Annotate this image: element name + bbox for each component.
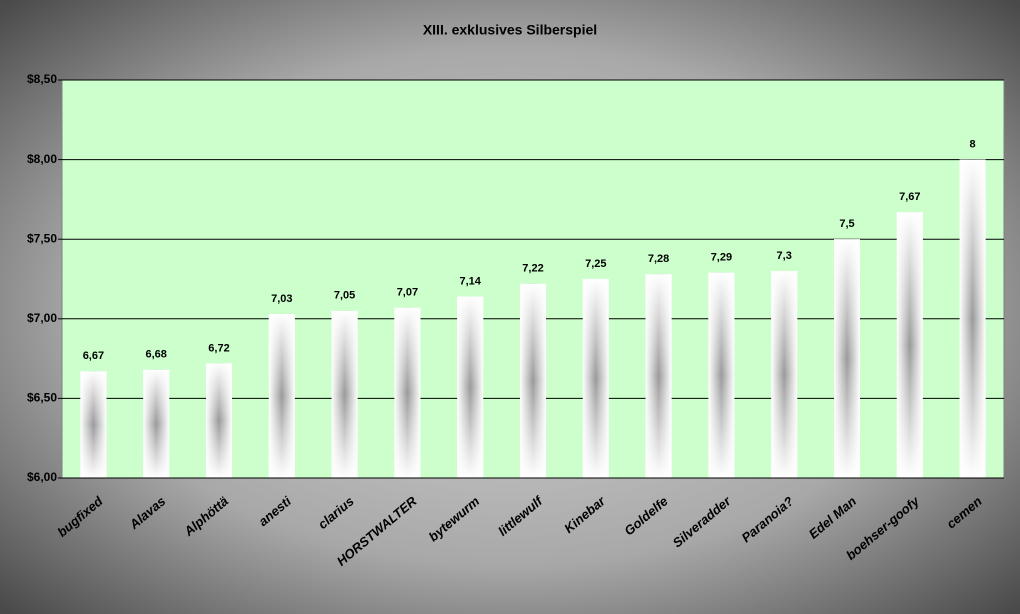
bar-highlight bbox=[206, 363, 232, 478]
value-label: 6,67 bbox=[83, 350, 104, 362]
bar-highlight bbox=[331, 310, 358, 478]
value-label: 7,14 bbox=[459, 275, 481, 287]
y-tick-label: $8,00 bbox=[27, 152, 57, 166]
value-label: 7,07 bbox=[397, 287, 418, 299]
value-label: 7,05 bbox=[334, 290, 355, 302]
value-label: 7,5 bbox=[839, 218, 854, 230]
y-tick-label: $6,00 bbox=[27, 470, 57, 484]
bar-highlight bbox=[708, 272, 735, 478]
bar-highlight bbox=[582, 279, 609, 478]
y-tick-label: $7,00 bbox=[27, 311, 57, 325]
value-label: 7,03 bbox=[271, 293, 292, 305]
value-label: 6,68 bbox=[145, 349, 166, 361]
bar-highlight bbox=[143, 369, 170, 478]
bar-highlight bbox=[959, 159, 986, 478]
value-label: 7,22 bbox=[522, 263, 543, 275]
value-label: 7,29 bbox=[711, 252, 732, 264]
value-label: 6,72 bbox=[208, 342, 229, 354]
bar-highlight bbox=[771, 271, 798, 478]
y-tick-label: $8,50 bbox=[27, 72, 57, 86]
y-tick-label: $7,50 bbox=[27, 231, 57, 245]
value-label: 8 bbox=[970, 139, 976, 151]
value-label: 7,28 bbox=[648, 253, 669, 265]
bar-highlight bbox=[645, 274, 672, 478]
bar-highlight bbox=[268, 314, 295, 478]
bar-highlight bbox=[394, 307, 421, 478]
chart-title: XIII. exklusives Silberspiel bbox=[423, 22, 597, 38]
bar-highlight bbox=[520, 283, 546, 478]
value-label: 7,3 bbox=[777, 250, 792, 262]
bar-highlight bbox=[457, 296, 484, 478]
bar-highlight bbox=[834, 239, 860, 478]
value-label: 7,25 bbox=[585, 258, 606, 270]
bar-highlight bbox=[896, 212, 923, 479]
value-label: 7,67 bbox=[899, 191, 920, 203]
y-tick-label: $6,50 bbox=[27, 391, 57, 405]
bar-highlight bbox=[80, 371, 107, 478]
